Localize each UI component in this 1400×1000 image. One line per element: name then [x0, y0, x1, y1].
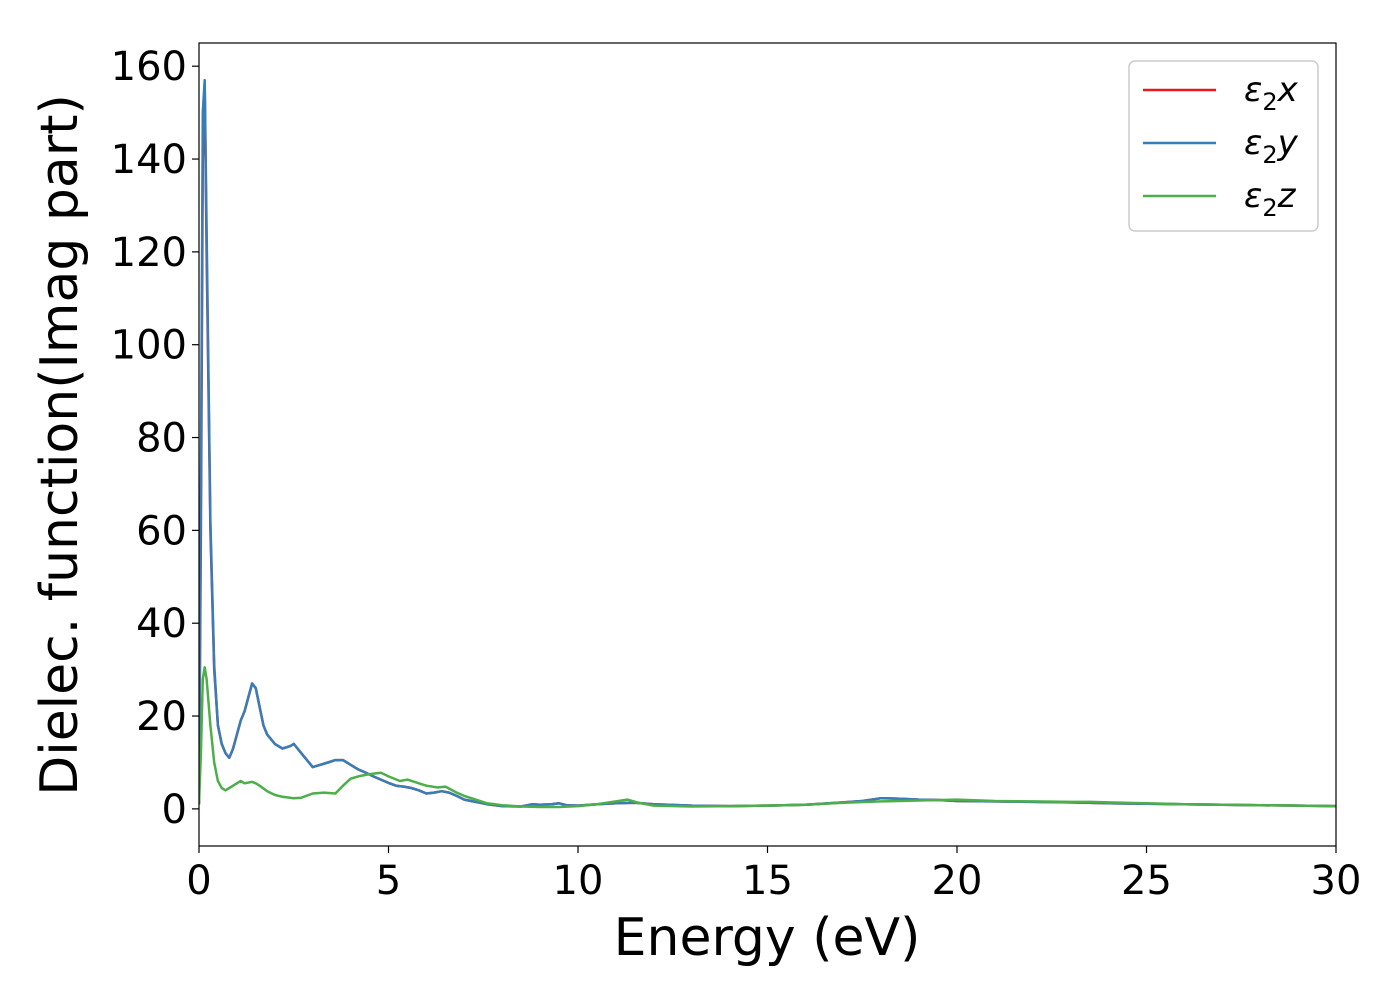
x-tick-label: 30: [1311, 858, 1362, 904]
y-tick-label: 80: [136, 416, 187, 462]
y-tick-label: 140: [111, 137, 187, 183]
y-tick-label: 0: [162, 787, 187, 833]
legend-subscript: 2: [1262, 88, 1277, 116]
legend-box: [1128, 60, 1319, 232]
legend-component: x: [1277, 70, 1299, 110]
legend-symbol: ε: [1244, 176, 1262, 216]
legend-component: y: [1277, 123, 1299, 163]
y-tick-label: 100: [111, 323, 187, 369]
y-axis-label: Dielec. function(Imag part): [30, 94, 90, 796]
x-tick-label: 0: [186, 858, 211, 904]
series-lines: [199, 78, 1336, 809]
legend-symbol: ε: [1244, 123, 1262, 163]
x-tick-label: 5: [376, 858, 401, 904]
y-tick-label: 60: [136, 508, 187, 554]
x-tick-label: 20: [932, 858, 983, 904]
legend-label-x: ε2x: [1244, 70, 1299, 116]
x-tick-label: 10: [553, 858, 604, 904]
legend-subscript: 2: [1262, 141, 1277, 169]
x-axis-label: Energy (eV): [614, 908, 921, 968]
y-axis-ticks: 0 20 40 60 80 100 120 140 160: [111, 44, 199, 833]
x-tick-label: 15: [742, 858, 793, 904]
y-tick-label: 160: [111, 44, 187, 90]
legend-symbol: ε: [1244, 70, 1262, 110]
y-tick-label: 120: [111, 230, 187, 276]
y-tick-label: 40: [136, 601, 187, 647]
legend-component: z: [1277, 176, 1297, 216]
x-axis-ticks: 0 5 10 15 20 25 30: [186, 846, 1361, 904]
series-line-y: [199, 78, 1336, 808]
legend-subscript: 2: [1262, 194, 1277, 222]
x-tick-label: 25: [1121, 858, 1172, 904]
legend-label-y: ε2y: [1244, 123, 1299, 169]
series-line-z: [199, 666, 1336, 809]
y-tick-label: 20: [136, 694, 187, 740]
legend-label-z: ε2z: [1244, 176, 1297, 222]
